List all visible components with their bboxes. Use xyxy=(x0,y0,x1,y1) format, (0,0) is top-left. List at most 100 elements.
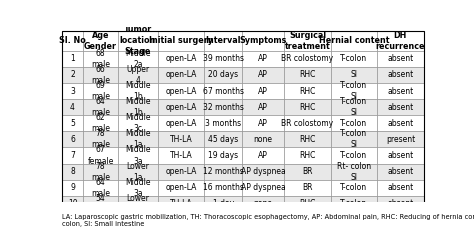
Text: SI: SI xyxy=(350,71,357,79)
Text: 7: 7 xyxy=(70,151,75,160)
Bar xyxy=(331,148,377,164)
Text: Lower
2a: Lower 2a xyxy=(127,194,149,214)
Bar xyxy=(242,196,284,212)
Bar xyxy=(284,83,331,99)
Text: 64
male: 64 male xyxy=(91,178,110,198)
Bar xyxy=(284,99,331,115)
Text: Age
Gender: Age Gender xyxy=(84,31,117,51)
Bar xyxy=(242,51,284,67)
Bar xyxy=(118,51,158,67)
Text: absent: absent xyxy=(387,87,413,96)
Text: AP: AP xyxy=(258,103,268,112)
Text: 67 months: 67 months xyxy=(202,87,244,96)
Text: open-LA: open-LA xyxy=(165,183,197,192)
Bar xyxy=(204,31,242,51)
Bar xyxy=(118,83,158,99)
Text: 20 days: 20 days xyxy=(208,71,238,79)
Text: open-LA: open-LA xyxy=(165,54,197,63)
Bar xyxy=(242,180,284,196)
Text: none: none xyxy=(254,135,273,144)
Bar xyxy=(158,51,204,67)
Text: 68
male: 68 male xyxy=(91,49,110,69)
Text: T-colon: T-colon xyxy=(340,199,367,208)
Bar xyxy=(62,83,83,99)
Bar xyxy=(118,131,158,148)
Bar xyxy=(118,148,158,164)
Text: Hernial content: Hernial content xyxy=(319,36,389,45)
Bar xyxy=(204,99,242,115)
Bar xyxy=(158,115,204,131)
Text: 4: 4 xyxy=(70,103,75,112)
Bar xyxy=(118,99,158,115)
Bar xyxy=(83,115,118,131)
Bar xyxy=(377,180,424,196)
Bar xyxy=(242,67,284,83)
Bar xyxy=(158,196,204,212)
Bar xyxy=(377,83,424,99)
Text: 19 days: 19 days xyxy=(208,151,238,160)
Text: BR colostomy: BR colostomy xyxy=(282,54,334,63)
Bar xyxy=(83,131,118,148)
Bar xyxy=(377,115,424,131)
Text: absent: absent xyxy=(387,119,413,128)
Text: 5: 5 xyxy=(70,119,75,128)
Bar xyxy=(118,196,158,212)
Text: Interval: Interval xyxy=(205,36,241,45)
Bar xyxy=(83,51,118,67)
Text: 10: 10 xyxy=(68,199,77,208)
Text: TH-LA: TH-LA xyxy=(170,199,192,208)
Bar xyxy=(242,99,284,115)
Bar xyxy=(331,115,377,131)
Text: RHC: RHC xyxy=(299,151,316,160)
Bar xyxy=(284,31,331,51)
Bar xyxy=(331,51,377,67)
Text: 69
male: 69 male xyxy=(91,81,110,101)
Text: AP: AP xyxy=(258,71,268,79)
Text: Middle
1b: Middle 1b xyxy=(125,81,151,101)
Bar xyxy=(242,115,284,131)
Bar xyxy=(284,67,331,83)
Bar xyxy=(377,148,424,164)
Text: absent: absent xyxy=(387,54,413,63)
Text: absent: absent xyxy=(387,199,413,208)
Text: 16 months: 16 months xyxy=(203,183,244,192)
Text: 67
female: 67 female xyxy=(87,146,114,165)
Bar xyxy=(62,51,83,67)
Text: T-colon
SI: T-colon SI xyxy=(340,97,367,117)
Text: Upper
4: Upper 4 xyxy=(127,65,149,85)
Bar xyxy=(242,148,284,164)
Text: 8: 8 xyxy=(70,167,75,176)
Bar xyxy=(377,67,424,83)
Bar xyxy=(204,148,242,164)
Bar xyxy=(204,196,242,212)
Text: Middle
3a: Middle 3a xyxy=(125,146,151,165)
Text: 62
male: 62 male xyxy=(91,113,110,133)
Text: RHC: RHC xyxy=(299,71,316,79)
Bar xyxy=(158,131,204,148)
Text: open-LA: open-LA xyxy=(165,119,197,128)
Text: 39 months: 39 months xyxy=(202,54,244,63)
Bar xyxy=(331,180,377,196)
Bar xyxy=(62,115,83,131)
Bar xyxy=(331,164,377,180)
Bar xyxy=(377,31,424,51)
Bar xyxy=(204,51,242,67)
Bar xyxy=(204,180,242,196)
Bar xyxy=(62,164,83,180)
Text: 12 months: 12 months xyxy=(203,167,244,176)
Bar xyxy=(331,67,377,83)
Text: BR: BR xyxy=(302,167,313,176)
Bar xyxy=(158,164,204,180)
Text: RHC: RHC xyxy=(299,103,316,112)
Text: T-colon: T-colon xyxy=(340,119,367,128)
Bar xyxy=(242,83,284,99)
Text: 2: 2 xyxy=(70,71,75,79)
Bar xyxy=(377,196,424,212)
Bar xyxy=(377,51,424,67)
Text: 64
male: 64 male xyxy=(91,97,110,117)
Text: RHC: RHC xyxy=(299,87,316,96)
Text: 66
male: 66 male xyxy=(91,65,110,85)
Bar xyxy=(284,196,331,212)
Text: Tumor
location
Stage: Tumor location Stage xyxy=(120,25,156,56)
Text: open-LA: open-LA xyxy=(165,71,197,79)
